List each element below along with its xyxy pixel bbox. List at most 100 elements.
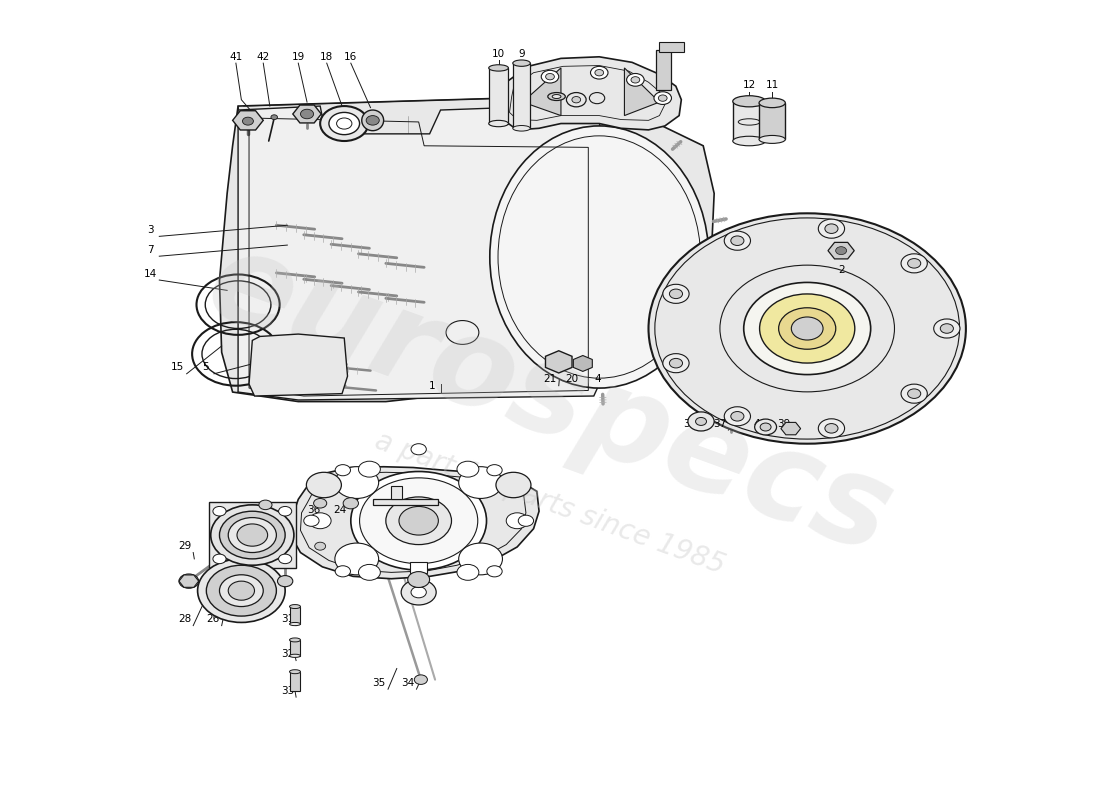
Ellipse shape bbox=[488, 65, 508, 71]
Circle shape bbox=[213, 554, 226, 564]
Circle shape bbox=[459, 543, 503, 575]
Circle shape bbox=[518, 515, 534, 526]
Circle shape bbox=[314, 498, 327, 508]
Circle shape bbox=[336, 566, 351, 577]
Circle shape bbox=[546, 74, 554, 80]
Polygon shape bbox=[625, 68, 659, 115]
Circle shape bbox=[329, 113, 360, 134]
Circle shape bbox=[228, 581, 254, 600]
Bar bbox=[289, 606, 300, 624]
Text: 12: 12 bbox=[742, 80, 756, 90]
Circle shape bbox=[179, 574, 199, 588]
Circle shape bbox=[724, 231, 750, 250]
Circle shape bbox=[595, 70, 604, 76]
Circle shape bbox=[220, 511, 285, 559]
Text: 6: 6 bbox=[553, 74, 560, 84]
Circle shape bbox=[411, 444, 427, 455]
Circle shape bbox=[198, 559, 285, 622]
Polygon shape bbox=[573, 355, 592, 371]
Ellipse shape bbox=[759, 135, 785, 143]
Text: 24: 24 bbox=[333, 505, 346, 514]
Circle shape bbox=[663, 354, 689, 373]
Text: a part for parts since 1985: a part for parts since 1985 bbox=[371, 426, 729, 580]
Ellipse shape bbox=[733, 136, 766, 146]
Text: 7: 7 bbox=[147, 245, 154, 255]
Circle shape bbox=[670, 289, 682, 298]
Text: 31: 31 bbox=[280, 614, 294, 624]
Ellipse shape bbox=[490, 126, 708, 388]
Polygon shape bbox=[546, 350, 572, 373]
Polygon shape bbox=[220, 98, 714, 402]
Text: 1: 1 bbox=[429, 381, 436, 390]
Circle shape bbox=[386, 497, 451, 545]
Text: 38: 38 bbox=[683, 419, 696, 429]
Text: 39: 39 bbox=[778, 419, 791, 429]
Polygon shape bbox=[249, 334, 348, 396]
Circle shape bbox=[207, 566, 276, 616]
Text: 26: 26 bbox=[207, 614, 220, 624]
Circle shape bbox=[541, 70, 559, 83]
Bar bbox=[657, 50, 671, 90]
Bar bbox=[733, 102, 766, 141]
Text: 11: 11 bbox=[766, 80, 779, 90]
Circle shape bbox=[908, 258, 921, 268]
Ellipse shape bbox=[733, 96, 766, 107]
Circle shape bbox=[744, 282, 871, 374]
Circle shape bbox=[654, 92, 671, 105]
Circle shape bbox=[300, 110, 313, 118]
Circle shape bbox=[271, 114, 277, 119]
Circle shape bbox=[730, 411, 744, 421]
Text: 25: 25 bbox=[245, 505, 258, 514]
Circle shape bbox=[399, 506, 439, 535]
Text: 2: 2 bbox=[838, 265, 845, 274]
Bar bbox=[373, 498, 439, 505]
Text: 17: 17 bbox=[381, 505, 394, 514]
Text: 30: 30 bbox=[209, 541, 222, 551]
Circle shape bbox=[211, 505, 294, 566]
Circle shape bbox=[658, 95, 667, 102]
Circle shape bbox=[649, 214, 966, 444]
Circle shape bbox=[411, 586, 427, 598]
Ellipse shape bbox=[289, 670, 300, 674]
Circle shape bbox=[220, 574, 263, 606]
Circle shape bbox=[934, 319, 960, 338]
Text: 21: 21 bbox=[543, 374, 557, 384]
Circle shape bbox=[459, 466, 503, 498]
Circle shape bbox=[572, 97, 581, 103]
Circle shape bbox=[695, 418, 706, 426]
Circle shape bbox=[760, 294, 855, 363]
Circle shape bbox=[724, 406, 750, 426]
Polygon shape bbox=[290, 466, 539, 578]
Bar bbox=[392, 486, 403, 498]
Circle shape bbox=[277, 575, 293, 586]
Circle shape bbox=[242, 117, 253, 125]
Circle shape bbox=[631, 77, 640, 83]
Text: 23: 23 bbox=[591, 74, 604, 84]
Ellipse shape bbox=[289, 654, 300, 658]
Circle shape bbox=[791, 317, 823, 340]
Circle shape bbox=[258, 500, 272, 510]
Circle shape bbox=[228, 518, 276, 553]
Circle shape bbox=[779, 308, 836, 350]
Circle shape bbox=[456, 565, 478, 580]
Circle shape bbox=[496, 472, 531, 498]
Circle shape bbox=[627, 74, 645, 86]
Ellipse shape bbox=[548, 93, 565, 101]
Circle shape bbox=[663, 284, 689, 303]
Polygon shape bbox=[209, 502, 296, 569]
Circle shape bbox=[730, 236, 744, 246]
Text: 40: 40 bbox=[754, 419, 767, 429]
Circle shape bbox=[760, 423, 771, 431]
Text: 18: 18 bbox=[320, 52, 333, 62]
Text: 20: 20 bbox=[565, 374, 579, 384]
Text: 16: 16 bbox=[344, 52, 358, 62]
Circle shape bbox=[566, 93, 586, 107]
Circle shape bbox=[688, 412, 714, 431]
Text: 37: 37 bbox=[713, 419, 726, 429]
Text: 8: 8 bbox=[838, 245, 845, 255]
Polygon shape bbox=[232, 110, 263, 130]
Ellipse shape bbox=[289, 605, 300, 609]
Text: 22: 22 bbox=[570, 74, 583, 84]
Text: 27: 27 bbox=[213, 505, 227, 514]
Circle shape bbox=[334, 543, 378, 575]
